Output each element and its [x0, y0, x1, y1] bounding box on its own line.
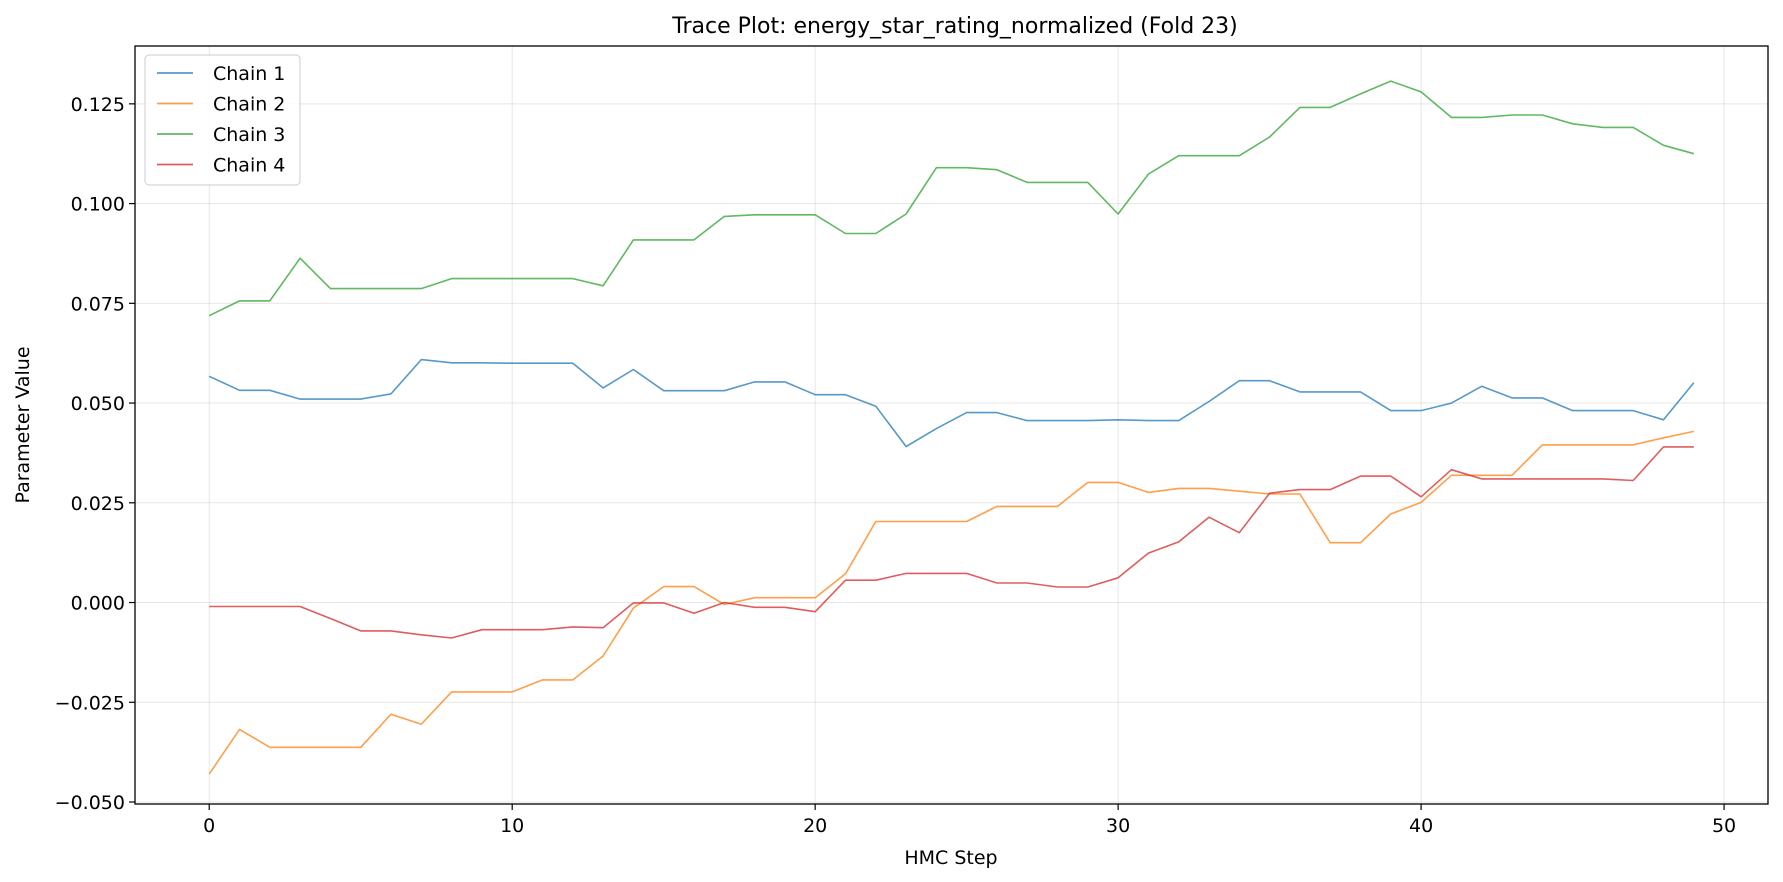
chart-title: Trace Plot: energy_star_rating_normalize… — [671, 14, 1237, 39]
legend-label: Chain 3 — [213, 124, 285, 146]
y-tick-label: 0.125 — [71, 94, 125, 116]
legend-label: Chain 1 — [213, 63, 285, 85]
series-line-chain-2 — [208, 430, 1694, 775]
series-lines — [208, 80, 1695, 775]
axis-ticks: 0 10 20 30 40 50 −0.050 −0.025 0.000 0.025 0.050 0.… — [55, 94, 1736, 837]
y-tick-label: 0.100 — [71, 194, 125, 216]
y-tick-label: −0.050 — [55, 792, 125, 814]
x-tick-label: 0 — [203, 815, 215, 837]
y-tick-label: 0.025 — [71, 493, 125, 515]
x-tick-label: 40 — [1409, 815, 1433, 837]
legend-label: Chain 2 — [213, 94, 285, 116]
legend: Chain 1 Chain 2 Chain 3 Chain 4 — [144, 54, 301, 186]
x-tick-label: 30 — [1106, 815, 1130, 837]
series-line-chain-4 — [209, 446, 1694, 639]
y-tick-label: −0.025 — [55, 692, 125, 714]
x-tick-label: 10 — [500, 815, 524, 837]
y-tick-label: 0.000 — [71, 593, 125, 615]
x-tick-label: 20 — [803, 815, 827, 837]
y-axis-label: Parameter Value — [12, 346, 34, 503]
x-axis-label: HMC Step — [904, 847, 997, 869]
legend-label: Chain 4 — [213, 155, 285, 177]
plot-frame — [134, 45, 1769, 805]
series-line-chain-3 — [208, 80, 1695, 317]
series-line-chain-1 — [208, 358, 1695, 448]
x-tick-label: 50 — [1712, 815, 1736, 837]
legend-box — [144, 54, 301, 186]
grid-lines — [135, 46, 1768, 804]
y-tick-label: 0.075 — [71, 293, 125, 315]
y-tick-label: 0.050 — [71, 393, 125, 415]
